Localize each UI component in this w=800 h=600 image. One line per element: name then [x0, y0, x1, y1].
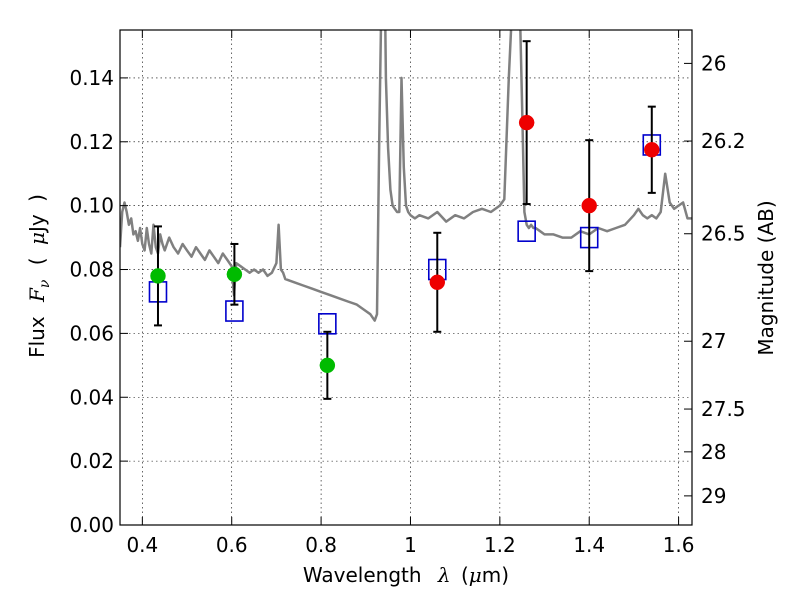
x-tick-label: 1 — [404, 533, 417, 557]
x-tick-label: 1.2 — [484, 533, 516, 557]
y-axis-label: Flux Fν ( μJy ) — [25, 194, 54, 358]
nir-data-point — [429, 274, 446, 291]
right-tick-label: 29 — [701, 484, 726, 508]
right-axis-label: Magnitude (AB) — [754, 200, 778, 355]
x-tick-label: 0.8 — [305, 533, 337, 557]
grid — [120, 30, 692, 526]
y-tick-label: 0.04 — [69, 385, 114, 409]
optical-data-point — [150, 268, 166, 284]
optical-data-point — [319, 357, 336, 374]
x-tick-label: 0.4 — [126, 533, 158, 557]
right-tick-label: 26.2 — [701, 129, 746, 153]
right-tick-label: 27.5 — [701, 397, 746, 421]
y-tick-label: 0.08 — [69, 258, 114, 282]
y-tick-label: 0.00 — [69, 513, 114, 537]
nir-data-point — [518, 114, 535, 131]
y-tick-label: 0.14 — [69, 66, 114, 90]
y-tick-label: 0.02 — [69, 449, 114, 473]
x-tick-label: 1.6 — [663, 533, 695, 557]
data-marks — [148, 40, 662, 400]
right-tick-label: 26.5 — [701, 222, 746, 246]
y-tick-label: 0.12 — [69, 130, 114, 154]
model-spectrum-line — [120, 30, 692, 322]
nir-data-point — [644, 142, 660, 158]
right-tick-label: 27 — [701, 329, 726, 353]
axis-ticks: 0.4 0.6 0.8 1 1.2 1.4 1.6 0.00 0.02 0.04 0.06 0.08 0… — [69, 30, 746, 557]
model-spectrum — [120, 30, 692, 322]
y-tick-label: 0.10 — [69, 194, 114, 218]
y-tick-label: 0.06 — [69, 321, 114, 345]
nir-data-point — [581, 197, 597, 214]
x-axis-label: Wavelength λ (μm) — [303, 563, 509, 587]
model-photometry-square — [517, 220, 536, 242]
optical-data-point — [226, 266, 243, 283]
right-tick-label: 26 — [701, 51, 726, 75]
x-tick-label: 1.4 — [573, 533, 605, 557]
x-tick-label: 0.6 — [216, 533, 248, 557]
plot-frame — [119, 29, 693, 526]
right-tick-label: 28 — [701, 440, 726, 464]
